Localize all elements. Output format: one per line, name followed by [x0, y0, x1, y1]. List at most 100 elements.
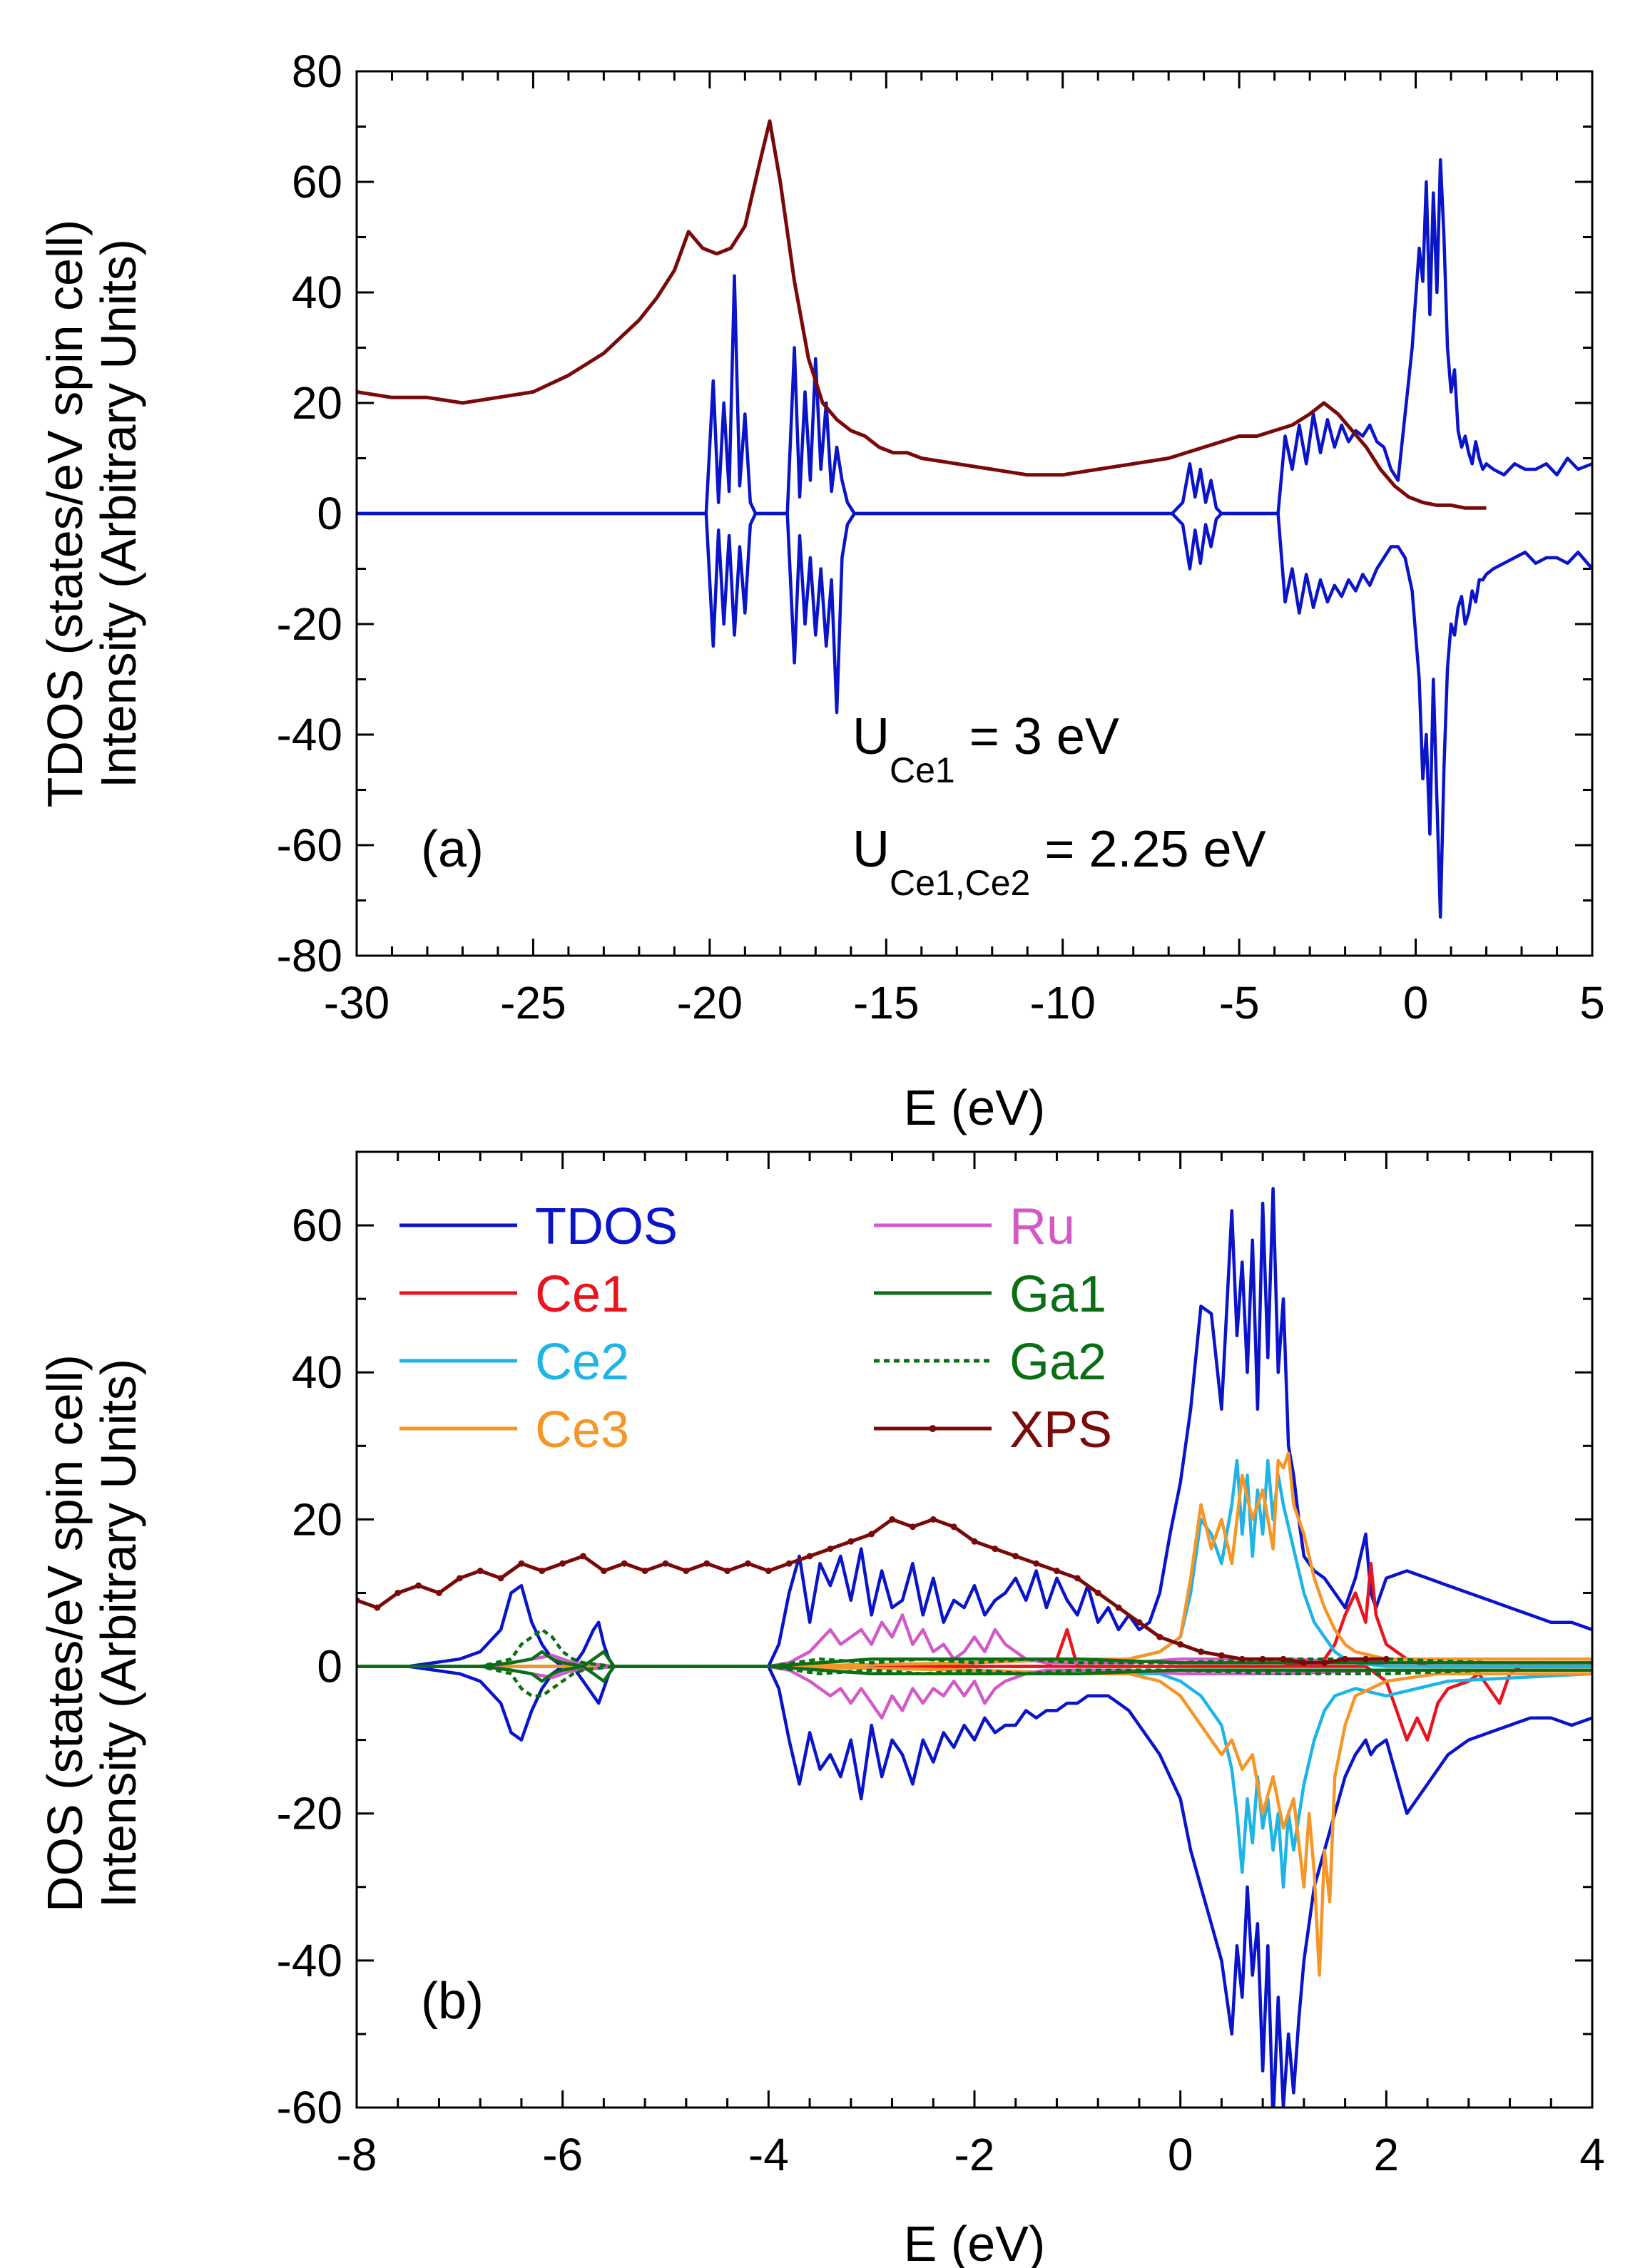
y-tick-label: 40: [292, 267, 342, 318]
panel-b-ylabel-line2: Intensity (Arbitrary Units): [91, 1359, 146, 1908]
annotation-1-sub: Ce1: [890, 750, 955, 790]
series-line-ga2-up: [357, 1628, 1592, 1668]
y-tick-label: -60: [277, 819, 343, 871]
legend-label-ce3: Ce3: [535, 1401, 629, 1459]
xps-point: [1094, 1589, 1101, 1596]
x-tick-label: -2: [954, 2129, 995, 2180]
series-group: [357, 119, 1592, 919]
legend-label-tdos: TDOS: [535, 1198, 678, 1255]
xps-point: [374, 1604, 381, 1611]
series-line-ce3-down: [357, 1665, 1592, 1977]
panel-b-legend: TDOS Ce1 Ce2 Ce3 Ru Ga1 Ga2 XPS: [399, 1198, 1112, 1459]
xps-point: [868, 1531, 875, 1538]
series-line-ga2-down: [357, 1665, 1592, 1698]
annotation-1-rest: = 3 eV: [955, 708, 1119, 765]
y-tick-label: -20: [277, 1788, 343, 1839]
y-tick-label: 20: [292, 1493, 342, 1545]
xps-point: [497, 1575, 504, 1582]
x-tick-label: 4: [1579, 2129, 1605, 2180]
y-tick-label: 60: [292, 1200, 342, 1251]
xps-point: [1198, 1648, 1205, 1655]
y-tick-label: -80: [277, 930, 343, 981]
xps-point: [1300, 1659, 1308, 1666]
panel-b-series: [357, 1187, 1592, 2108]
xps-point: [435, 1589, 442, 1596]
panel-a-y-ticks: -80 -60 -40 -20 0 20 40 60 80: [277, 46, 1592, 981]
panel-a-xlabel: E (eV): [904, 1080, 1045, 1135]
xps-point: [415, 1582, 422, 1589]
y-tick-label: 40: [292, 1347, 342, 1398]
series-line-tdos-down: [357, 511, 1592, 919]
xps-point: [1280, 1655, 1287, 1662]
annotation-1-main: U: [852, 708, 890, 765]
xps-point: [1033, 1560, 1040, 1567]
xps-point: [600, 1568, 607, 1575]
xps-point: [621, 1560, 628, 1567]
panel-a-label: (a): [421, 821, 484, 878]
xps-point: [662, 1560, 669, 1567]
y-tick-label: -40: [277, 1935, 343, 1986]
xps-point: [1362, 1655, 1369, 1662]
xps-point: [1382, 1655, 1390, 1662]
xps-point: [1053, 1568, 1060, 1575]
xps-point: [1238, 1655, 1246, 1662]
xps-point: [806, 1553, 813, 1560]
legend-label-ce2: Ce2: [535, 1334, 629, 1391]
xps-point: [518, 1560, 525, 1567]
xps-point: [703, 1560, 711, 1567]
series-line-ga1-up: [357, 1650, 1592, 1668]
xps-point: [765, 1568, 772, 1575]
xps-point: [992, 1546, 999, 1553]
xps-point: [1177, 1641, 1184, 1648]
y-tick-label: 0: [317, 1641, 342, 1692]
series-line-ce2-down: [357, 1665, 1592, 1889]
legend-swatch-marker: [929, 1425, 937, 1432]
panel-a-frame: [355, 70, 1594, 957]
series-line-xps: [357, 119, 1487, 510]
legend-label-ga2: Ga2: [1009, 1334, 1106, 1391]
xps-point: [1074, 1575, 1081, 1582]
xps-point: [1136, 1619, 1143, 1626]
xps-point: [580, 1553, 587, 1560]
panel-b-frame: [355, 1150, 1594, 2109]
xps-point: [744, 1560, 751, 1567]
xps-point: [930, 1516, 937, 1523]
panel-b-y-ticks: -60 -40 -20 0 20 40 60: [277, 1200, 1592, 2133]
xps-point: [394, 1589, 402, 1596]
annotation-2-main: U: [852, 821, 890, 878]
panel-b-label: (b): [421, 1973, 484, 2030]
panel-a-ylabel-line1: TDOS (states/eV spin cell): [37, 220, 93, 808]
y-tick-label: 20: [292, 377, 342, 429]
legend-label-ga1: Ga1: [1009, 1266, 1106, 1323]
series-line-tdos-up: [357, 158, 1592, 516]
x-tick-label: -25: [500, 977, 566, 1028]
x-tick-label: -6: [542, 2129, 583, 2180]
series-line-ce3-up: [357, 1451, 1592, 1668]
panel-a-ylabel-line2: Intensity (Arbitrary Units): [91, 239, 146, 788]
xps-point: [827, 1546, 834, 1553]
xps-point: [1321, 1659, 1328, 1666]
series-line-ga1-down: [357, 1665, 1592, 1683]
panel-b-x-ticks: -8 -6 -4 -2 0 2 4: [337, 1152, 1605, 2180]
xps-point: [1342, 1655, 1349, 1662]
series-line-tdos-down: [357, 1665, 1592, 2108]
panel-a-annotation-1: UCe1 = 3 eV: [852, 708, 1119, 790]
panel-a-x-ticks: -30 -25 -20 -15 -10 -5 0 5: [324, 71, 1605, 1028]
xps-point: [559, 1560, 566, 1567]
panel-a: -80 -60 -40 -20 0 20 40 60 80 -30 -25 -20 -15 -10 -5 0…: [37, 46, 1605, 1135]
panel-b-ylabel-line1: DOS (states/eV spin cell): [37, 1354, 93, 1912]
x-tick-label: 5: [1579, 977, 1605, 1028]
x-tick-label: -8: [337, 2129, 377, 2180]
x-tick-label: -30: [324, 977, 390, 1028]
y-tick-label: 0: [317, 488, 342, 539]
annotation-2-sub: Ce1,Ce2: [890, 863, 1030, 903]
xps-point: [1012, 1553, 1019, 1560]
x-tick-label: -15: [853, 977, 920, 1028]
x-tick-label: -20: [677, 977, 743, 1028]
legend-label-ru: Ru: [1009, 1198, 1075, 1255]
xps-point: [724, 1568, 731, 1575]
y-tick-label: -40: [277, 709, 343, 760]
x-tick-label: -5: [1219, 977, 1260, 1028]
xps-point: [971, 1538, 978, 1545]
